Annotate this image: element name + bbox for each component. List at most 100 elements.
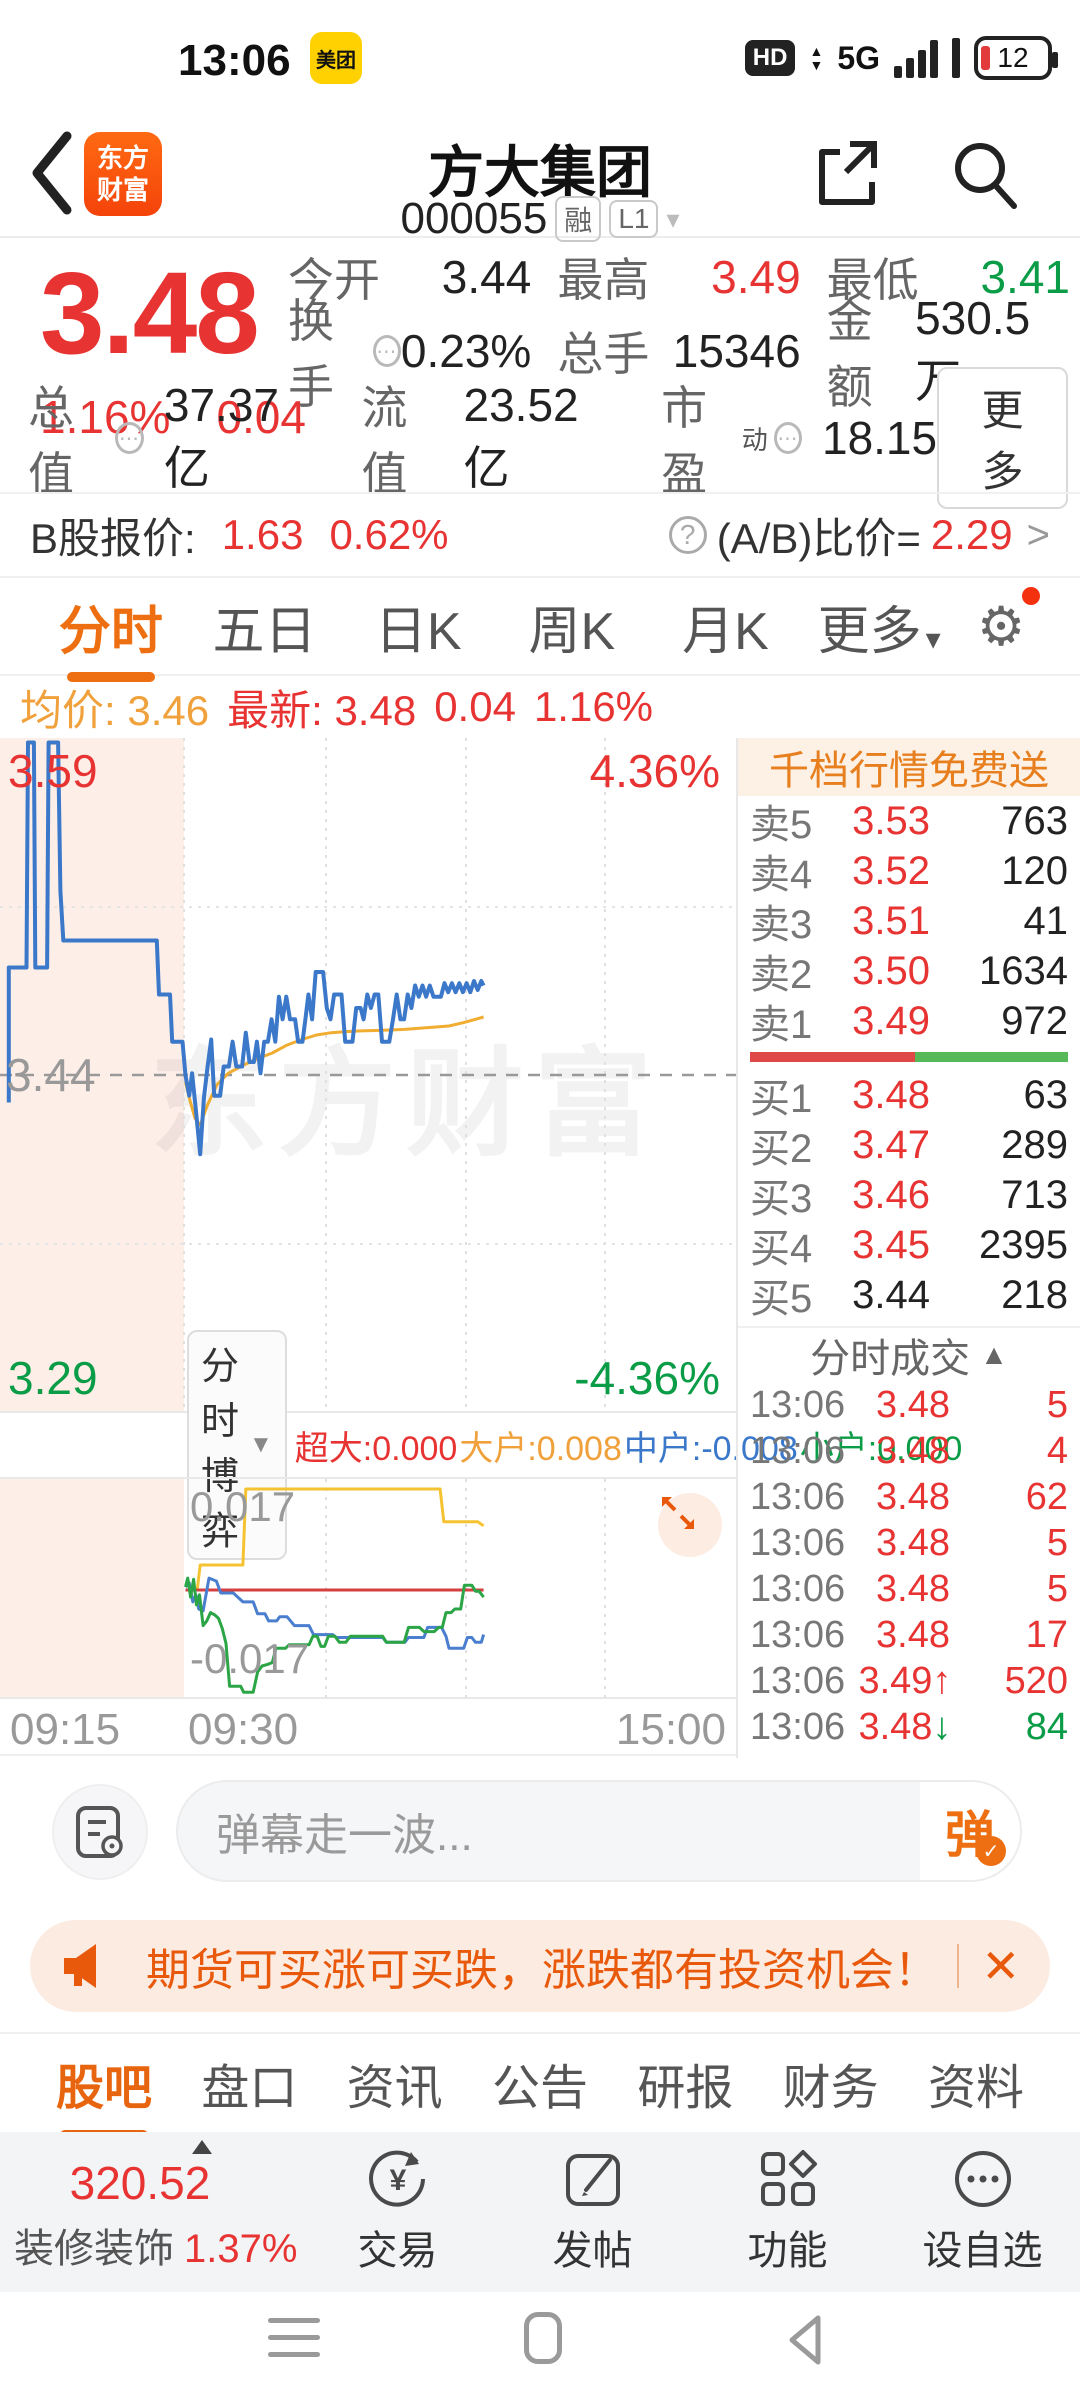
fcap-value: 23.52亿 [463, 379, 579, 494]
high-value: 3.49 [711, 251, 801, 303]
trade-row[interactable]: 13:06 3.48 5 [750, 1383, 1068, 1426]
home-button[interactable] [524, 2312, 562, 2364]
send-danmaku-button[interactable]: 弹 ✓ [920, 1782, 1020, 1880]
buy-row[interactable]: 买3 3.46 713 [750, 1172, 1068, 1222]
sell-row[interactable]: 卖3 3.51 41 [750, 898, 1068, 948]
promo-banner[interactable]: 期货可买涨可买跌，涨跌都有投资机会！ ✕ [30, 1920, 1050, 2012]
chevron-down-icon[interactable]: ▾ [666, 203, 680, 234]
avg-latest-row: 均价: 3.46 最新: 3.48 0.04 1.16% [0, 676, 1080, 738]
axis-0915: 09:15 [10, 1705, 121, 1754]
expand-button[interactable] [658, 1493, 722, 1557]
level-chip: L1 [609, 200, 659, 238]
time-axis: 09:15 09:30 15:00 [0, 1699, 736, 1756]
trade-row[interactable]: 13:06 3.48 17 [750, 1613, 1068, 1656]
y-max-label: 3.59 [8, 745, 98, 797]
trade-row[interactable]: 13:06 3.48 5 [750, 1567, 1068, 1610]
volume-value: 15346 [672, 325, 801, 377]
amount-label: 金额 [826, 295, 873, 413]
sector-quote[interactable]: 320.52 装修装饰 1.37% [0, 2132, 300, 2292]
compose-icon [565, 2154, 620, 2206]
period-tabs: 分时 五日 日K 周K 月K 更多 ▾ ⚙ [0, 578, 1080, 682]
b-share-row[interactable]: B股报价: 1.63 0.62% ? (A/B)比价= 2.29 > [0, 492, 1080, 578]
ab-ratio-value: 2.29 [930, 511, 1013, 558]
buy-row[interactable]: 买4 3.45 2395 [750, 1222, 1068, 1272]
order-book-panel: 千档行情免费送 卖5 3.53 763 卖4 3.52 120 [736, 738, 1080, 1758]
share-icon[interactable] [810, 136, 880, 212]
volume-label: 总手 [557, 328, 650, 380]
danmaku-input[interactable]: 弹幕走一波... 弹 ✓ [176, 1780, 1022, 1882]
mcap-label: 总值 ⋯ [28, 372, 144, 504]
buy-row[interactable]: 买1 3.48 63 [750, 1072, 1068, 1122]
tab-guba[interactable]: 股吧 [56, 2048, 152, 2140]
megaphone-icon [64, 1944, 96, 1988]
sell-row[interactable]: 卖5 3.53 763 [750, 798, 1068, 848]
trade-row[interactable]: 13:06 3.48↓ 84 [750, 1705, 1068, 1748]
boyi-chart[interactable]: 0.017 -0.017 [0, 1477, 736, 1701]
trade-row[interactable]: 13:06 3.48 4 [750, 1429, 1068, 1472]
battery-icon: 12 [974, 36, 1058, 80]
tab-5day[interactable]: 五日 [212, 602, 317, 661]
tab-daily-k[interactable]: 日K [374, 602, 462, 661]
tab-profile[interactable]: 资料 [927, 2062, 1024, 2115]
trade-row[interactable]: 13:06 3.48 62 [750, 1475, 1068, 1518]
chevron-right-icon: > [1026, 512, 1050, 557]
signal-icon [894, 38, 938, 78]
trade-list: 13:06 3.48 5 13:06 3.48 4 13:06 3.48 62 [738, 1382, 1080, 1750]
minute-chart[interactable]: 东方财富 3.59 4.36% 3.44 3.29 -4.36% [0, 738, 736, 1413]
b-share-price: 1.63 [221, 511, 304, 558]
sell-row[interactable]: 卖4 3.52 120 [750, 848, 1068, 898]
tab-weekly-k[interactable]: 周K [528, 602, 616, 661]
price-lines [6, 740, 486, 1157]
last-label: 最新: [227, 686, 323, 734]
b-share-label: B股报价: [30, 514, 196, 562]
back-nav-button[interactable] [782, 2312, 826, 2368]
open-label: 今开 [288, 254, 380, 306]
tab-pankou[interactable]: 盘口 [201, 2062, 298, 2115]
ab-ratio-label: (A/B)比价= [716, 514, 921, 562]
trades-header[interactable]: 分时成交 ▲ [738, 1326, 1080, 1382]
buy-row[interactable]: 买5 3.44 218 [750, 1272, 1068, 1322]
data-arrows-icon: ▲ ▼ [809, 43, 824, 73]
trade-button[interactable]: ¥ 交易 [300, 2132, 495, 2292]
buy-row[interactable]: 买2 3.47 289 [750, 1122, 1068, 1172]
trade-row[interactable]: 13:06 3.49↑ 520 [750, 1659, 1068, 1702]
svg-text:¥: ¥ [389, 2164, 406, 2197]
dropdown-icon: ▾ [925, 622, 941, 656]
sell-row[interactable]: 卖1 3.49 972 [750, 998, 1068, 1048]
stock-code: 000055 [400, 194, 548, 243]
tab-news[interactable]: 资讯 [346, 2062, 443, 2115]
post-button[interactable]: 发帖 [495, 2132, 690, 2292]
info-icon: ⋯ [114, 422, 144, 454]
boyi-row: 分时博弈 ▼ 超大:0.000 大户:0.008 中户:-0.008 小户:0.000 [0, 1330, 962, 1560]
functions-button[interactable]: 功能 [690, 2132, 885, 2292]
chart-grid [0, 738, 736, 1413]
sector-name: 装修装饰 1.37% [14, 2227, 298, 2271]
expand-arrows-icon [662, 1497, 694, 1529]
chart-settings[interactable]: ⚙ [956, 586, 1046, 658]
recents-button[interactable] [268, 2318, 320, 2357]
turnover-value: 0.23% [400, 325, 532, 377]
sector-index: 320.52 [69, 2157, 211, 2209]
boyi-selector[interactable]: 分时博弈 ▼ [187, 1330, 287, 1560]
trade-row[interactable]: 13:06 3.48 5 [750, 1521, 1068, 1564]
pct-max-label: 4.36% [589, 745, 720, 797]
avg-label: 均价: [20, 686, 116, 734]
search-icon[interactable] [946, 136, 1022, 212]
tab-announcements[interactable]: 公告 [491, 2062, 588, 2115]
add-watchlist-button[interactable]: 设自选 [885, 2132, 1080, 2292]
b-share-pct: 0.62% [329, 511, 449, 558]
level2-promo[interactable]: 千档行情免费送 [738, 738, 1080, 796]
back-button[interactable] [22, 128, 82, 218]
stock-subtitle[interactable]: 000055 融 L1 ▾ [0, 194, 1080, 244]
more-button[interactable]: 更多 [937, 367, 1068, 509]
tab-financials[interactable]: 财务 [782, 2062, 879, 2115]
tab-research[interactable]: 研报 [637, 2062, 734, 2115]
tab-monthly-k[interactable]: 月K [682, 602, 769, 661]
sell-row[interactable]: 卖2 3.50 1634 [750, 948, 1068, 998]
gear-icon[interactable]: ⚙ [976, 596, 1026, 657]
danmaku-settings-button[interactable] [52, 1784, 148, 1880]
question-icon[interactable]: ? [668, 516, 707, 554]
close-icon[interactable]: ✕ [981, 1940, 1020, 1992]
tab-minute[interactable]: 分时 [34, 589, 188, 682]
tab-more[interactable]: 更多 ▾ [817, 602, 941, 661]
